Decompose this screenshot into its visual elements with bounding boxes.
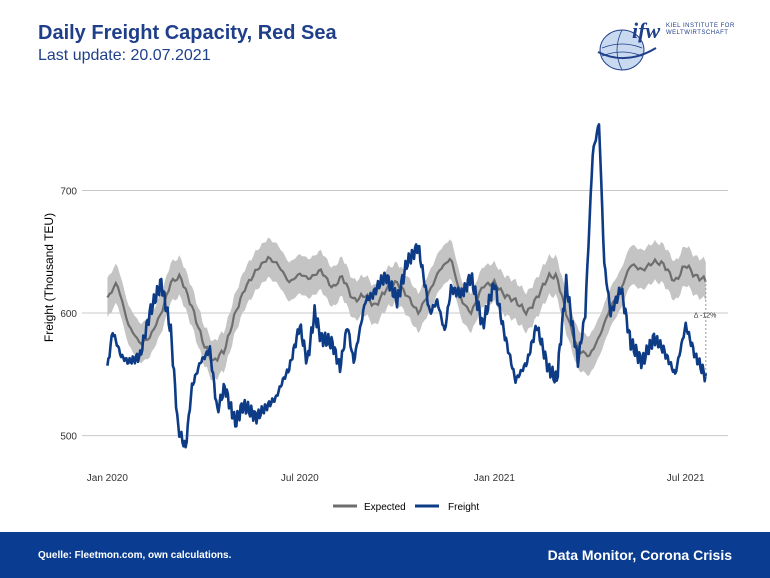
y-tick-label-700: 700 — [60, 186, 77, 197]
y-tick-label-600: 600 — [60, 309, 77, 320]
x-tick-label-0: Jan 2020 — [87, 473, 129, 484]
ifw-logo: ifw KIEL INSTITUTE FOR WELTWIRTSCHAFT — [596, 18, 746, 78]
globe-icon — [597, 29, 657, 71]
footer-source: Quelle: Fleetmon.com, own calculations. — [38, 550, 232, 561]
expected-series-line — [106, 255, 707, 363]
x-tick-label-3: Jul 2021 — [667, 473, 705, 484]
footer-bar: Quelle: Fleetmon.com, own calculations. … — [0, 532, 770, 578]
freight-series-line — [106, 123, 708, 449]
chart-title: Daily Freight Capacity, Red Sea — [38, 22, 337, 44]
expected-band — [107, 237, 706, 381]
y-axis-label: Freight (Thousand TEU) — [42, 213, 56, 342]
legend-freight-label: Freight — [448, 502, 479, 513]
y-tick-label-500: 500 — [60, 432, 77, 443]
logo-line2: WELTWIRTSCHAFT — [666, 30, 729, 36]
x-tick-label-1: Jul 2020 — [281, 473, 319, 484]
x-tick-label-2: Jan 2021 — [474, 473, 516, 484]
logo-name: ifw — [632, 18, 661, 43]
footer-brand: Data Monitor, Corona Crisis — [547, 547, 732, 563]
delta-annotation-label: Δ -12% — [694, 312, 717, 319]
chart-subtitle: Last update: 20.07.2021 — [38, 47, 211, 64]
logo-line1: KIEL INSTITUTE FOR — [666, 23, 735, 29]
freight-chart: 500 600 700 Jan 2020 Jul 2020 Jan 2021 Jul 202… — [42, 123, 728, 513]
legend-expected-label: Expected — [364, 502, 406, 513]
